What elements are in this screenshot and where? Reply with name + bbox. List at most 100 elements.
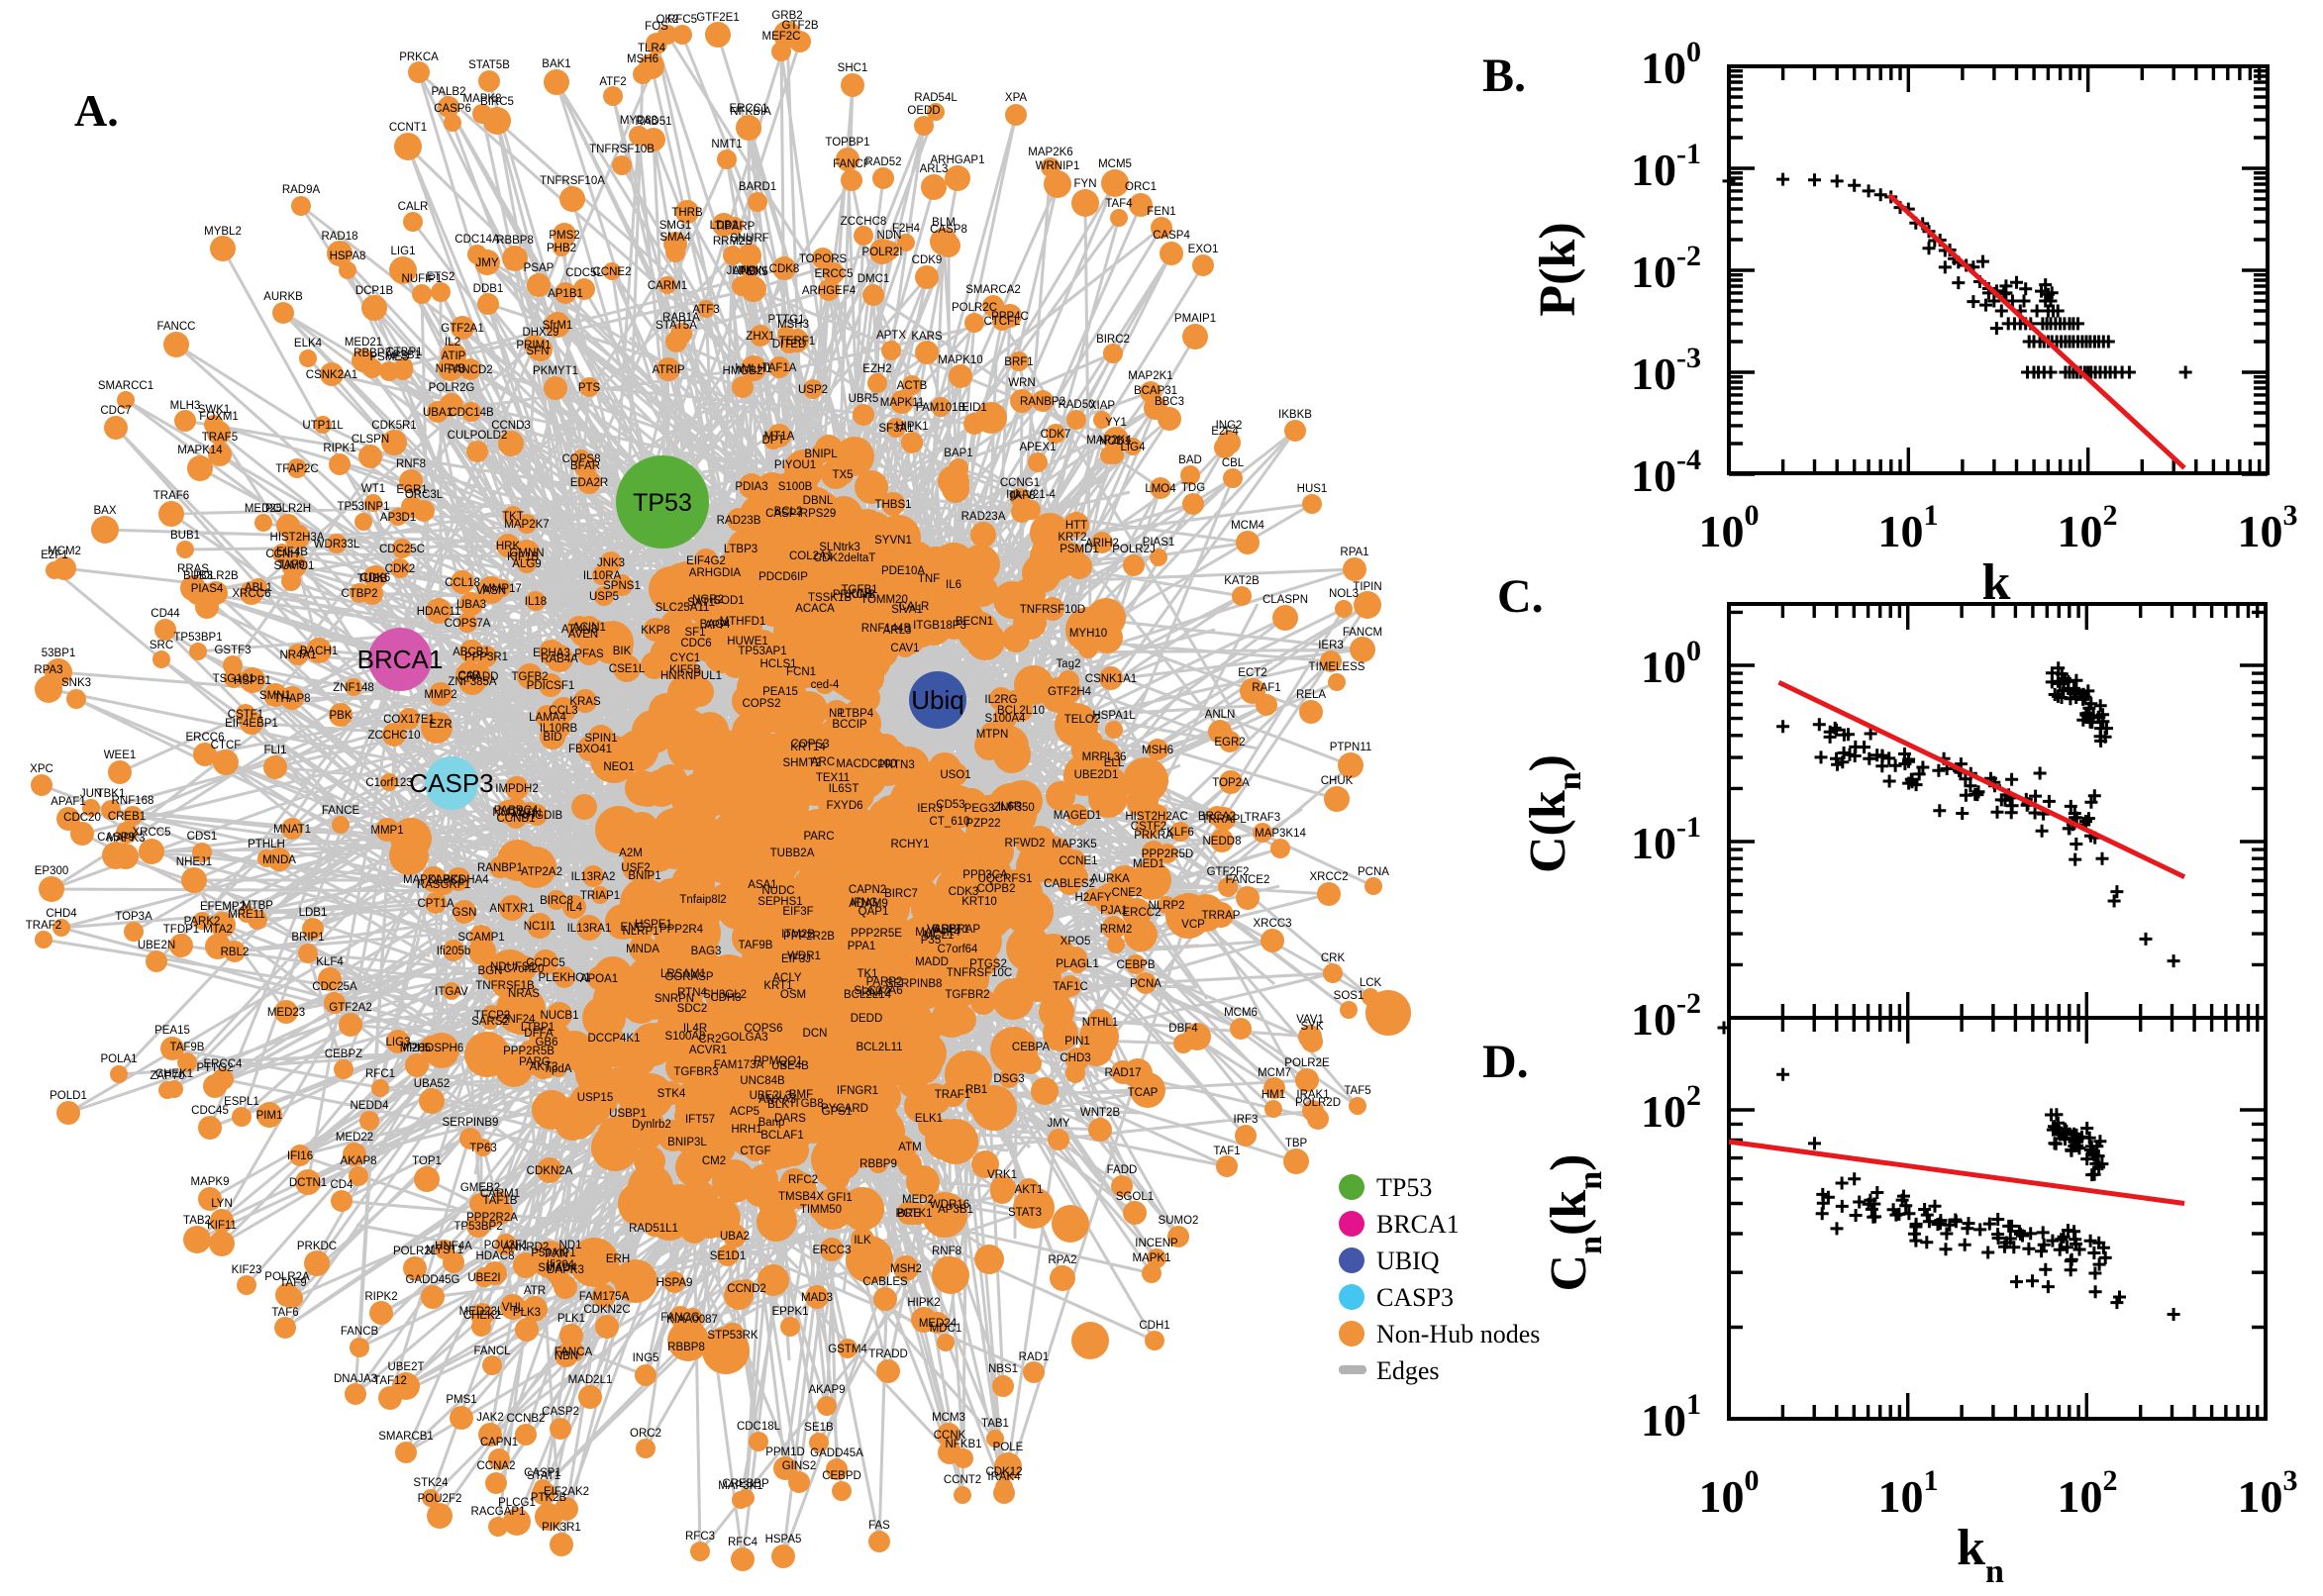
svg-text:XPC: XPC	[30, 763, 53, 775]
svg-text:SEPHS1: SEPHS1	[758, 896, 802, 908]
svg-text:CCNE2: CCNE2	[593, 266, 632, 278]
svg-text:UBE4B: UBE4B	[771, 1060, 809, 1072]
svg-text:RAD51: RAD51	[635, 116, 671, 128]
svg-text:CDC14B: CDC14B	[449, 407, 494, 419]
svg-text:TFCP2: TFCP2	[474, 1010, 510, 1022]
svg-text:RNF8: RNF8	[396, 458, 426, 470]
svg-text:CDC45: CDC45	[191, 1105, 229, 1117]
svg-text:RAD23B: RAD23B	[717, 515, 761, 527]
svg-text:WDR16: WDR16	[930, 1199, 969, 1211]
svg-text:npdA: npdA	[546, 1063, 572, 1075]
svg-text:PARG: PARG	[519, 1056, 551, 1068]
svg-text:S100A4: S100A4	[985, 713, 1027, 725]
svg-text:WT1: WT1	[361, 483, 385, 495]
svg-text:ATIP: ATIP	[442, 350, 466, 362]
svg-text:KIF5B: KIF5B	[669, 664, 701, 676]
svg-text:GTF2E1: GTF2E1	[696, 12, 739, 24]
svg-text:NFKB1: NFKB1	[945, 1439, 981, 1450]
svg-text:CDK9: CDK9	[912, 254, 943, 266]
svg-text:ORC1: ORC1	[1125, 181, 1157, 193]
svg-text:PPP3CA: PPP3CA	[962, 869, 1008, 881]
svg-text:RNF2: RNF2	[861, 987, 891, 999]
svg-text:GFI1: GFI1	[827, 1192, 853, 1204]
svg-text:MAPK10: MAPK10	[938, 354, 982, 366]
svg-text:STP53RK: STP53RK	[707, 1330, 758, 1342]
svg-text:BRIP1: BRIP1	[291, 932, 324, 944]
svg-text:HSPA8: HSPA8	[330, 250, 366, 262]
svg-text:PARC: PARC	[803, 831, 834, 843]
svg-text:LDB1: LDB1	[299, 907, 328, 919]
svg-text:HSPB1: HSPB1	[234, 675, 271, 687]
svg-text:NP: NP	[829, 708, 845, 720]
svg-text:NRAS: NRAS	[508, 988, 540, 1000]
svg-text:SUMO2: SUMO2	[1159, 1215, 1199, 1227]
svg-text:SLC27A6: SLC27A6	[854, 985, 902, 997]
svg-text:DBNL: DBNL	[803, 495, 834, 507]
svg-text:IFT57: IFT57	[685, 1114, 715, 1126]
svg-text:EIF3J: EIF3J	[781, 953, 811, 965]
svg-text:PSME3: PSME3	[370, 351, 409, 363]
svg-text:TMSB4X: TMSB4X	[778, 1191, 824, 1203]
svg-text:C4R: C4R	[457, 670, 480, 682]
svg-text:TNFRSF10C: TNFRSF10C	[947, 967, 1012, 979]
svg-text:SCAMP1: SCAMP1	[457, 932, 504, 944]
svg-text:EXO1: EXO1	[1188, 244, 1219, 255]
svg-text:TX5: TX5	[832, 469, 853, 481]
svg-text:TELO2: TELO2	[1064, 714, 1100, 726]
svg-text:ANKRD2: ANKRD2	[503, 1242, 550, 1253]
svg-text:NGR2: NGR2	[692, 594, 724, 606]
svg-text:CALR: CALR	[899, 601, 930, 613]
svg-text:MCM5: MCM5	[1098, 158, 1132, 170]
svg-text:CRADD: CRADD	[458, 671, 499, 683]
svg-text:CSNK1A1: CSNK1A1	[1085, 673, 1137, 685]
svg-text:SIVA1: SIVA1	[891, 604, 923, 616]
svg-text:RAD18: RAD18	[321, 231, 357, 243]
svg-text:UNC84B: UNC84B	[740, 1075, 785, 1087]
svg-text:HRH1: HRH1	[731, 1124, 761, 1136]
svg-text:PCNA: PCNA	[1358, 866, 1389, 878]
svg-text:SARS2: SARS2	[471, 1016, 509, 1028]
svg-text:TAF1A: TAF1A	[762, 362, 797, 374]
svg-text:PEG3: PEG3	[964, 803, 995, 815]
svg-text:HUS1: HUS1	[1297, 483, 1328, 495]
svg-text:FYN: FYN	[1074, 178, 1097, 190]
svg-text:RBBP7: RBBP7	[354, 348, 391, 359]
svg-text:RPA3: RPA3	[34, 664, 62, 676]
svg-text:MSH6: MSH6	[1142, 745, 1173, 756]
svg-text:DBF4: DBF4	[1168, 1023, 1198, 1035]
svg-text:BRCA1: BRCA1	[357, 645, 444, 674]
svg-text:BNIPL: BNIPL	[804, 449, 838, 460]
svg-text:KAT2B: KAT2B	[1224, 575, 1260, 587]
svg-text:BIRC2: BIRC2	[1096, 334, 1130, 346]
svg-text:CDC14A: CDC14A	[454, 234, 500, 246]
svg-text:F2H4: F2H4	[892, 223, 921, 235]
svg-text:RFC4: RFC4	[728, 1537, 758, 1548]
svg-text:ECT2: ECT2	[1238, 667, 1266, 679]
svg-text:C7orf20: C7orf20	[504, 963, 545, 975]
svg-text:PTS: PTS	[578, 382, 601, 394]
svg-text:ACTB: ACTB	[897, 380, 928, 392]
svg-text:WEE1: WEE1	[104, 749, 137, 761]
svg-text:CCNH: CCNH	[265, 549, 298, 560]
svg-text:MDC1: MDC1	[930, 1323, 962, 1335]
svg-text:CLASPN: CLASPN	[1262, 594, 1308, 606]
svg-text:IL4: IL4	[566, 902, 583, 914]
svg-text:ND1: ND1	[558, 1240, 581, 1251]
svg-text:VTN: VTN	[519, 808, 542, 820]
svg-text:CDH3: CDH3	[710, 992, 741, 1004]
svg-text:CSNK2A1: CSNK2A1	[306, 369, 357, 381]
svg-text:IRF3: IRF3	[1234, 1114, 1259, 1126]
svg-text:BID: BID	[543, 732, 561, 744]
svg-text:EIF3F: EIF3F	[782, 906, 813, 918]
svg-text:KKP8: KKP8	[641, 625, 669, 637]
svg-text:BBC3: BBC3	[1155, 396, 1184, 408]
svg-text:XIAP: XIAP	[1089, 400, 1116, 412]
svg-text:CCNA2: CCNA2	[477, 1460, 516, 1472]
svg-text:EIF4B: EIF4B	[276, 547, 308, 558]
svg-text:ANXA3: ANXA3	[758, 1094, 796, 1106]
svg-text:CTCF: CTCF	[211, 740, 242, 751]
svg-text:IL6: IL6	[946, 579, 961, 591]
svg-text:Ifi205b: Ifi205b	[437, 946, 471, 957]
svg-text:SMARCC1: SMARCC1	[98, 380, 153, 392]
svg-text:JMY: JMY	[1048, 1118, 1070, 1130]
